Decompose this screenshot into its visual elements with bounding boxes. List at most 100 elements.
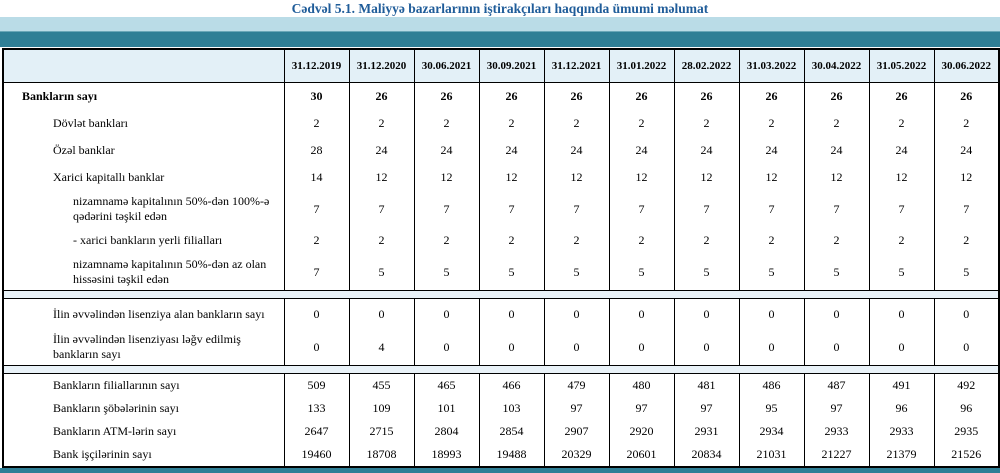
cell-value: 2	[738, 110, 805, 137]
cell-value: 0	[868, 329, 935, 366]
cell-value: 486	[738, 373, 805, 397]
cell-value: 24	[868, 137, 935, 164]
cell-value: 7	[543, 191, 610, 227]
cell-value: 2804	[413, 420, 480, 443]
cell-value: 7	[478, 191, 545, 227]
table-row: nizamnamə kapitalının 50%-dən 100%-ə qəd…	[2, 191, 1000, 227]
row-label: nizamnamə kapitalının 50%-dən 100%-ə qəd…	[2, 191, 285, 227]
cell-value: 12	[738, 164, 805, 191]
cell-value: 2	[348, 110, 415, 137]
cell-value: 2647	[283, 420, 350, 443]
cell-value: 24	[543, 137, 610, 164]
cell-value: 95	[738, 397, 805, 420]
cell-value: 491	[868, 373, 935, 397]
row-label: Dövlət bankları	[2, 110, 285, 137]
page-title: Cədvəl 5.1. Maliyyə bazarlarının iştirak…	[291, 1, 709, 16]
cell-value: 2	[933, 110, 1000, 137]
cell-value: 21379	[868, 443, 935, 467]
cell-value: 0	[608, 298, 675, 329]
cell-value: 12	[348, 164, 415, 191]
table-row: - xarici bankların yerli filialları 2 2 2 2 2…	[2, 227, 1000, 254]
table-row: İlin əvvəlindən lisenziya alan bankların…	[2, 298, 1000, 329]
row-label: Xarici kapitallı banklar	[2, 164, 285, 191]
table-row: Bankların filiallarının sayı 509 455 465 466…	[2, 373, 1000, 397]
cell-value: 24	[478, 137, 545, 164]
cell-value: 479	[543, 373, 610, 397]
cell-value: 24	[933, 137, 1000, 164]
cell-value: 7	[348, 191, 415, 227]
cell-value: 24	[738, 137, 805, 164]
cell-value: 26	[348, 82, 415, 110]
cell-value: 0	[413, 329, 480, 366]
cell-value: 2	[868, 110, 935, 137]
decorative-band-light	[0, 17, 1000, 31]
cell-value: 2	[673, 110, 740, 137]
cell-value: 5	[673, 254, 740, 291]
row-label: Özəl banklar	[2, 137, 285, 164]
cell-value: 26	[413, 82, 480, 110]
section-separator-band	[2, 290, 1000, 299]
row-label: nizamnamə kapitalının 50%-dən az olan hi…	[2, 254, 285, 291]
row-label: Bankların sayı	[2, 82, 285, 110]
cell-value: 24	[413, 137, 480, 164]
cell-value: 24	[673, 137, 740, 164]
cell-value: 2	[933, 227, 1000, 254]
cell-value: 30	[283, 82, 350, 110]
cell-value: 0	[673, 298, 740, 329]
row-label: - xarici bankların yerli filialları	[2, 227, 285, 254]
table-row: nizamnamə kapitalının 50%-dən az olan hi…	[2, 254, 1000, 291]
cell-value: 133	[283, 397, 350, 420]
column-header: 30.06.2021	[413, 48, 480, 83]
column-header: 31.03.2022	[738, 48, 805, 83]
cell-value: 26	[803, 82, 870, 110]
cell-value: 0	[738, 298, 805, 329]
cell-value: 0	[478, 329, 545, 366]
cell-value: 7	[413, 191, 480, 227]
cell-value: 2	[543, 110, 610, 137]
cell-value: 2920	[608, 420, 675, 443]
table-row: Özəl banklar 28 24 24 24 24 24 24 24 24 24 24	[2, 137, 1000, 164]
cell-value: 5	[933, 254, 1000, 291]
cell-value: 26	[608, 82, 675, 110]
cell-value: 97	[543, 397, 610, 420]
table-row: Bankların ATM-lərin sayı 2647 2715 2804 2854…	[2, 420, 1000, 443]
cell-value: 2	[738, 227, 805, 254]
column-header: 30.09.2021	[478, 48, 545, 83]
cell-value: 0	[543, 298, 610, 329]
table-row: Dövlət bankları 2 2 2 2 2 2 2 2 2 2 2	[2, 110, 1000, 137]
table-row: İlin əvvəlindən lisenziyası ləğv edilmiş…	[2, 329, 1000, 366]
cell-value: 2	[478, 110, 545, 137]
cell-value: 7	[283, 254, 350, 291]
cell-value: 465	[413, 373, 480, 397]
cell-value: 20834	[673, 443, 740, 467]
cell-value: 24	[803, 137, 870, 164]
cell-value: 97	[673, 397, 740, 420]
column-header: 28.02.2022	[673, 48, 740, 83]
cell-value: 5	[413, 254, 480, 291]
section-separator-band	[2, 365, 1000, 374]
cell-value: 12	[608, 164, 675, 191]
cell-value: 7	[673, 191, 740, 227]
cell-value: 0	[283, 329, 350, 366]
cell-value: 5	[868, 254, 935, 291]
cell-value: 12	[933, 164, 1000, 191]
cell-value: 487	[803, 373, 870, 397]
cell-value: 5	[738, 254, 805, 291]
cell-value: 0	[803, 298, 870, 329]
cell-value: 12	[413, 164, 480, 191]
column-header: 30.04.2022	[803, 48, 870, 83]
cell-value: 2	[413, 110, 480, 137]
section-separator	[2, 290, 1000, 299]
cell-value: 2	[478, 227, 545, 254]
cell-value: 21526	[933, 443, 1000, 467]
cell-value: 2	[608, 110, 675, 137]
cell-value: 0	[933, 329, 1000, 366]
cell-value: 2907	[543, 420, 610, 443]
row-label: Bankların şöbələrinin sayı	[2, 397, 285, 420]
cell-value: 12	[673, 164, 740, 191]
cell-value: 0	[478, 298, 545, 329]
corner-cell	[2, 48, 285, 83]
cell-value: 2	[673, 227, 740, 254]
cell-value: 5	[543, 254, 610, 291]
cell-value: 2931	[673, 420, 740, 443]
